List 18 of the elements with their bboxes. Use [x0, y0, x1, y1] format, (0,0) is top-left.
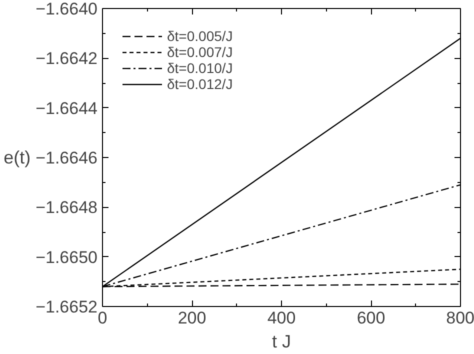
y-tick-label: −1.6648 — [36, 198, 98, 218]
legend-label: δt=0.010/J — [167, 60, 233, 76]
legend-label: δt=0.005/J — [167, 28, 233, 44]
x-axis-title: t J — [272, 332, 292, 352]
x-tick-label: 0 — [98, 308, 108, 328]
y-tick-label: −1.6640 — [36, 0, 98, 18]
x-tick-label: 600 — [356, 308, 386, 328]
y-tick-label: −1.6646 — [36, 148, 98, 168]
y-tick-label: −1.6642 — [36, 49, 98, 68]
y-tick-label: −1.6650 — [36, 248, 98, 267]
legend-label: δt=0.007/J — [167, 44, 233, 60]
y-tick-label: −1.6652 — [36, 298, 98, 316]
y-axis-title: e(t) — [4, 148, 31, 168]
x-tick-label: 800 — [446, 308, 474, 328]
x-tick-label: 200 — [178, 308, 206, 328]
legend-label: δt=0.012/J — [167, 76, 233, 92]
y-tick-label: −1.6644 — [36, 98, 98, 118]
x-tick-label: 400 — [267, 308, 296, 328]
